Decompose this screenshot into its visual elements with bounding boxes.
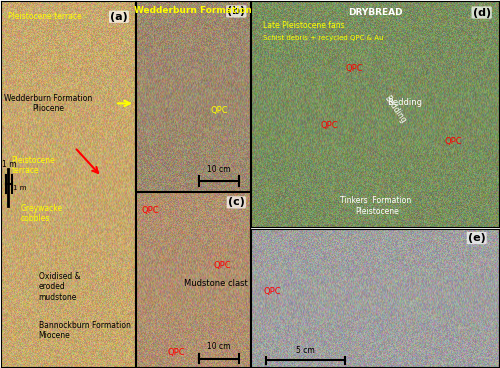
Text: QPC: QPC xyxy=(345,64,363,73)
Text: QPC: QPC xyxy=(264,287,281,296)
Text: QPC: QPC xyxy=(320,121,338,130)
Text: Bedding: Bedding xyxy=(388,98,422,107)
Text: QPC: QPC xyxy=(168,348,186,357)
Text: Pleistocene: Pleistocene xyxy=(355,207,399,216)
Text: Wedderburn Formation
Pliocene: Wedderburn Formation Pliocene xyxy=(4,94,92,113)
Text: (d): (d) xyxy=(472,7,490,18)
Text: 1 m: 1 m xyxy=(2,160,16,169)
Text: Bannockburn Formation
Miocene: Bannockburn Formation Miocene xyxy=(38,321,130,340)
Text: Greywacke
cobbles: Greywacke cobbles xyxy=(21,204,63,223)
Text: (e): (e) xyxy=(468,233,485,243)
Text: Late Pleistocene fans: Late Pleistocene fans xyxy=(264,21,345,30)
Text: (c): (c) xyxy=(228,197,245,207)
Text: (b): (b) xyxy=(228,6,246,17)
Text: 1 m: 1 m xyxy=(13,185,26,191)
Text: QPC: QPC xyxy=(210,106,228,116)
Text: DRYBREAD: DRYBREAD xyxy=(348,7,403,17)
Text: QPC: QPC xyxy=(142,206,160,215)
Text: Mudstone clast: Mudstone clast xyxy=(184,279,248,288)
Text: Wedderburn Formation: Wedderburn Formation xyxy=(134,6,252,15)
Text: Oxidised &
eroded
mudstone: Oxidised & eroded mudstone xyxy=(38,272,80,301)
Text: Schist debris + recycled QPC & Au: Schist debris + recycled QPC & Au xyxy=(264,35,384,41)
Text: (a): (a) xyxy=(110,12,128,22)
Text: 10 cm: 10 cm xyxy=(207,343,231,351)
Text: QPC: QPC xyxy=(214,261,231,270)
Text: 5 cm: 5 cm xyxy=(296,346,315,355)
Text: Pleistocene
terrace: Pleistocene terrace xyxy=(12,156,56,176)
Text: Bedding: Bedding xyxy=(382,94,407,125)
Text: QPC: QPC xyxy=(444,137,462,146)
Text: Pleistocene terrace: Pleistocene terrace xyxy=(8,12,82,21)
Text: 10 cm: 10 cm xyxy=(207,164,231,174)
Text: Tinkers  Formation: Tinkers Formation xyxy=(340,196,411,205)
